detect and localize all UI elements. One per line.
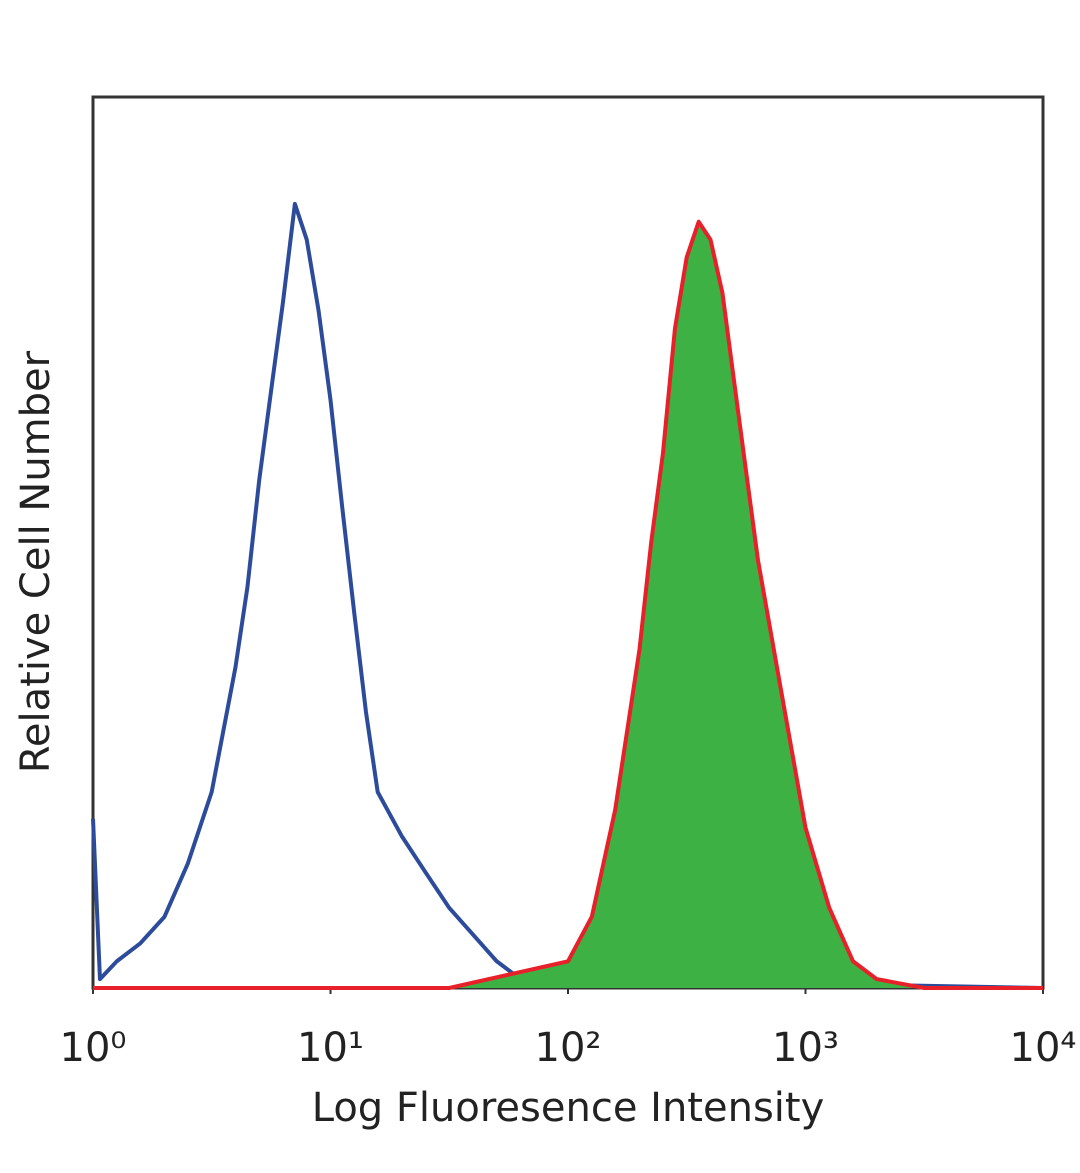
x-tick-label: 10³ [772,1025,839,1071]
x-tick-label: 10² [535,1025,602,1071]
x-tick-label: 10¹ [297,1025,364,1071]
histogram-area [93,221,1043,989]
x-axis-label: Log Fluoresence Intensity [312,1085,825,1131]
plot-frame [91,95,1045,990]
x-tick-label: 10⁴ [1010,1025,1077,1071]
histogram-line [93,219,1043,990]
histogram-line [91,201,1044,990]
y-axis-label: Relative Cell Number [13,350,59,773]
x-tick-label: 10⁰ [60,1025,127,1071]
